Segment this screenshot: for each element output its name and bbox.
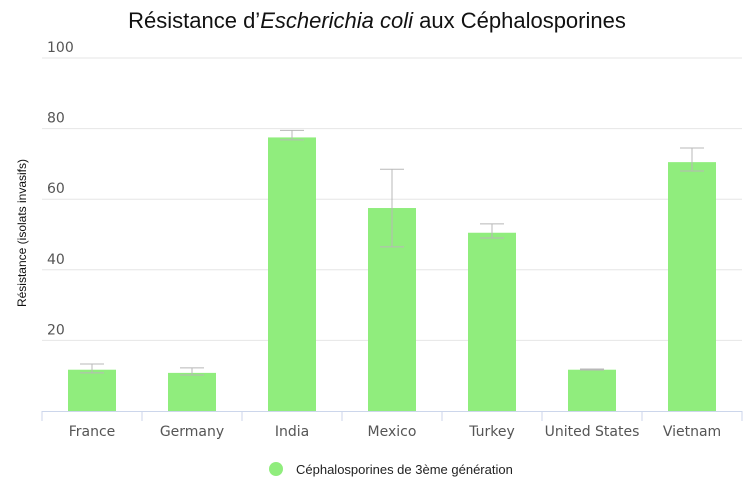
bar[interactable] <box>568 369 616 411</box>
chart-title-italic: Escherichia coli <box>260 8 414 33</box>
bar[interactable] <box>268 137 316 412</box>
x-tick-label: India <box>275 424 309 440</box>
error-bar <box>180 367 204 376</box>
y-axis-label: Résistance (isolats invasifs) <box>15 159 29 307</box>
x-tick-label: Mexico <box>368 424 417 440</box>
x-axis-ticks: France Germany India Mexico Turkey United Sta… <box>69 424 721 440</box>
y-tick-label: 20 <box>47 322 65 338</box>
x-tick-label: United States <box>545 424 640 440</box>
error-bar <box>380 168 404 248</box>
x-tick-label: Turkey <box>468 424 515 440</box>
bar[interactable] <box>168 372 216 411</box>
bar[interactable] <box>468 232 516 411</box>
legend-marker[interactable] <box>269 462 283 476</box>
chart-title-pre: Résistance d’ <box>128 8 261 33</box>
y-axis-ticks: 20 40 60 80 100 <box>47 40 74 338</box>
error-bar <box>280 129 304 141</box>
y-tick-label: 40 <box>47 252 65 268</box>
legend-label[interactable]: Céphalosporines de 3ème génération <box>296 462 513 477</box>
chart-title-post: aux Céphalosporines <box>413 8 626 33</box>
x-tick-label: Vietnam <box>663 424 721 440</box>
error-bar <box>80 363 104 374</box>
bars[interactable] <box>68 137 716 412</box>
error-bar <box>580 368 604 371</box>
bar[interactable] <box>68 369 116 411</box>
grid-lines <box>42 57 742 341</box>
legend[interactable]: Céphalosporines de 3ème génération <box>269 462 513 477</box>
y-tick-label: 60 <box>47 181 65 197</box>
y-tick-label: 80 <box>47 111 65 127</box>
chart-title: Résistance d’Escherichia coli aux Céphal… <box>0 8 754 34</box>
x-tick-label: France <box>69 424 116 440</box>
error-bars <box>80 129 704 376</box>
y-tick-label: 100 <box>47 40 74 56</box>
error-bar <box>480 223 504 239</box>
x-tick-label: Germany <box>160 424 224 440</box>
bar[interactable] <box>668 162 716 411</box>
error-bar <box>680 147 704 172</box>
x-axis <box>41 411 743 421</box>
